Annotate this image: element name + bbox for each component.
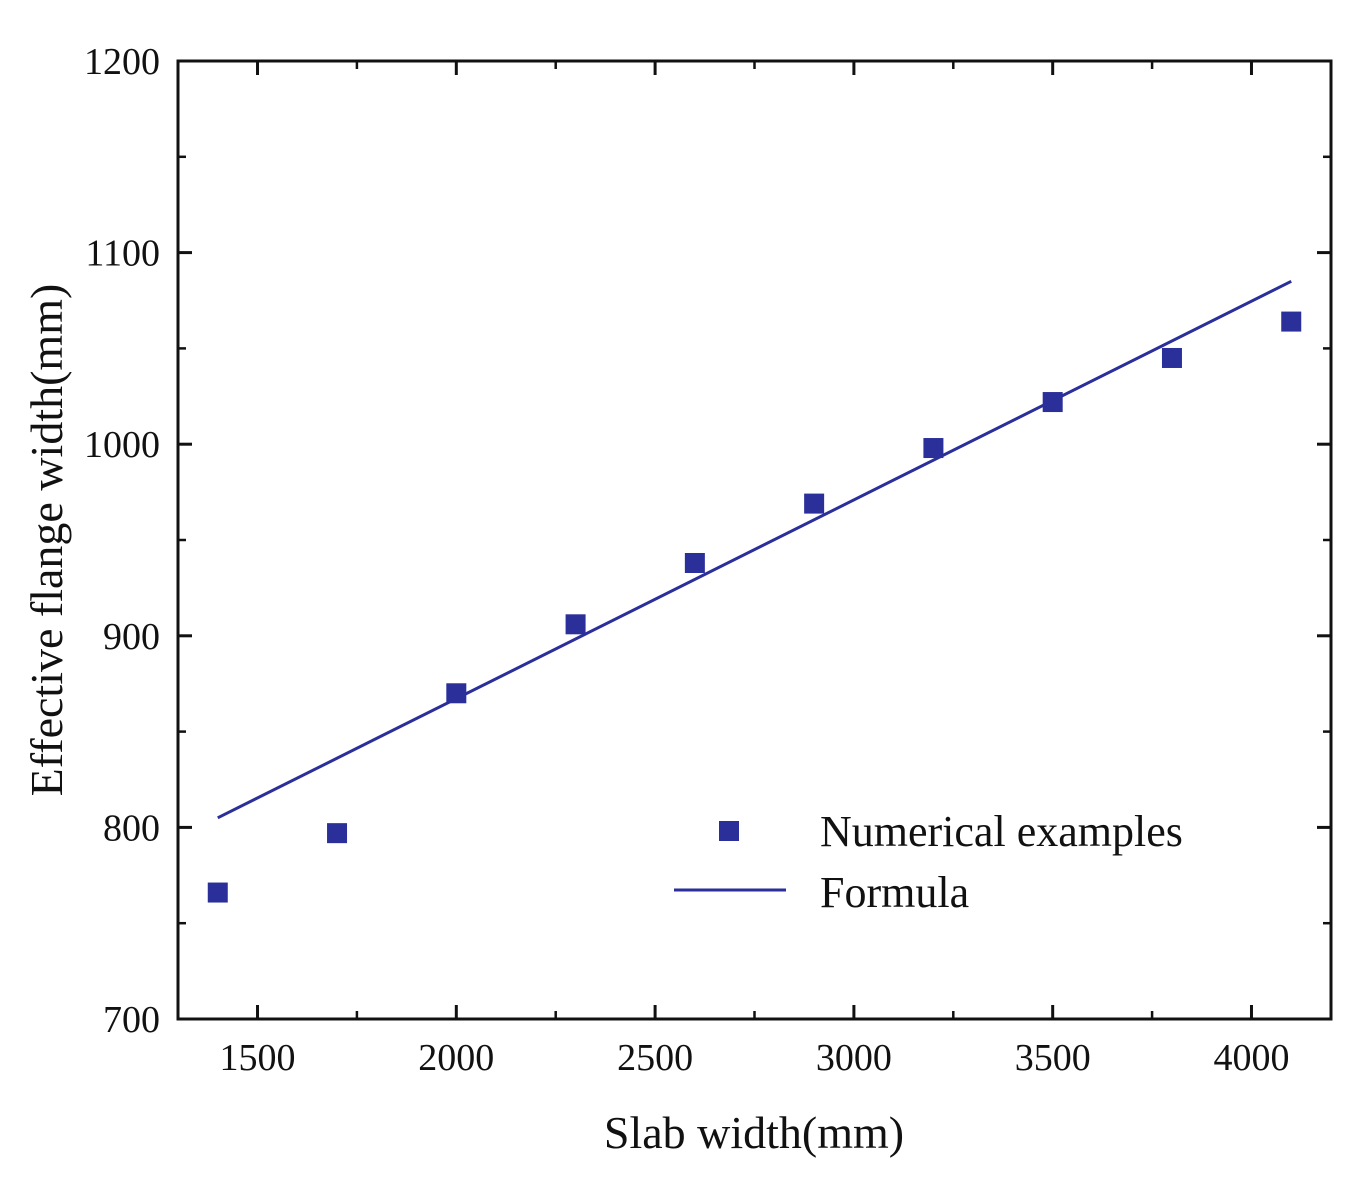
x-tick-label: 3000	[816, 1037, 892, 1079]
formula-line	[217, 279, 1292, 820]
y-axis-tick-labels: 700 800 900 1000 1100 1200	[84, 41, 160, 1041]
data-point	[684, 552, 705, 573]
x-tick-label: 3500	[1015, 1037, 1091, 1079]
plot-frame	[176, 59, 1333, 1021]
x-axis-ticks	[256, 61, 1253, 1019]
data-point	[207, 882, 228, 903]
y-tick-label: 900	[103, 616, 160, 658]
data-point	[1161, 347, 1182, 368]
y-axis-title: Effective flange width(mm)	[21, 284, 72, 797]
x-tick-label: 2500	[617, 1037, 693, 1079]
x-tick-label: 1500	[220, 1037, 296, 1079]
y-tick-label: 700	[103, 999, 160, 1041]
x-tick-label: 2000	[418, 1037, 494, 1079]
data-point	[923, 438, 944, 459]
data-point	[565, 614, 586, 635]
legend-marker-numerical-examples	[719, 821, 739, 841]
y-tick-label: 1200	[84, 41, 160, 83]
data-point	[804, 493, 825, 514]
data-point	[327, 823, 348, 844]
y-tick-label: 1100	[85, 233, 160, 275]
y-axis-ticks	[178, 59, 1331, 1021]
x-tick-label: 4000	[1213, 1037, 1289, 1079]
data-point	[1042, 392, 1063, 413]
x-axis-title: Slab width(mm)	[604, 1107, 904, 1158]
y-tick-label: 1000	[84, 424, 160, 466]
legend: Numerical examples Formula	[674, 807, 1183, 917]
x-axis-tick-labels: 1500 2000 2500 3000 3500 4000	[220, 1037, 1290, 1079]
series-layer	[207, 279, 1302, 903]
y-tick-label: 800	[103, 807, 160, 849]
legend-label-formula: Formula	[820, 868, 969, 917]
data-point	[1281, 311, 1302, 332]
data-point	[446, 683, 467, 704]
legend-label-numerical-examples: Numerical examples	[820, 807, 1183, 856]
